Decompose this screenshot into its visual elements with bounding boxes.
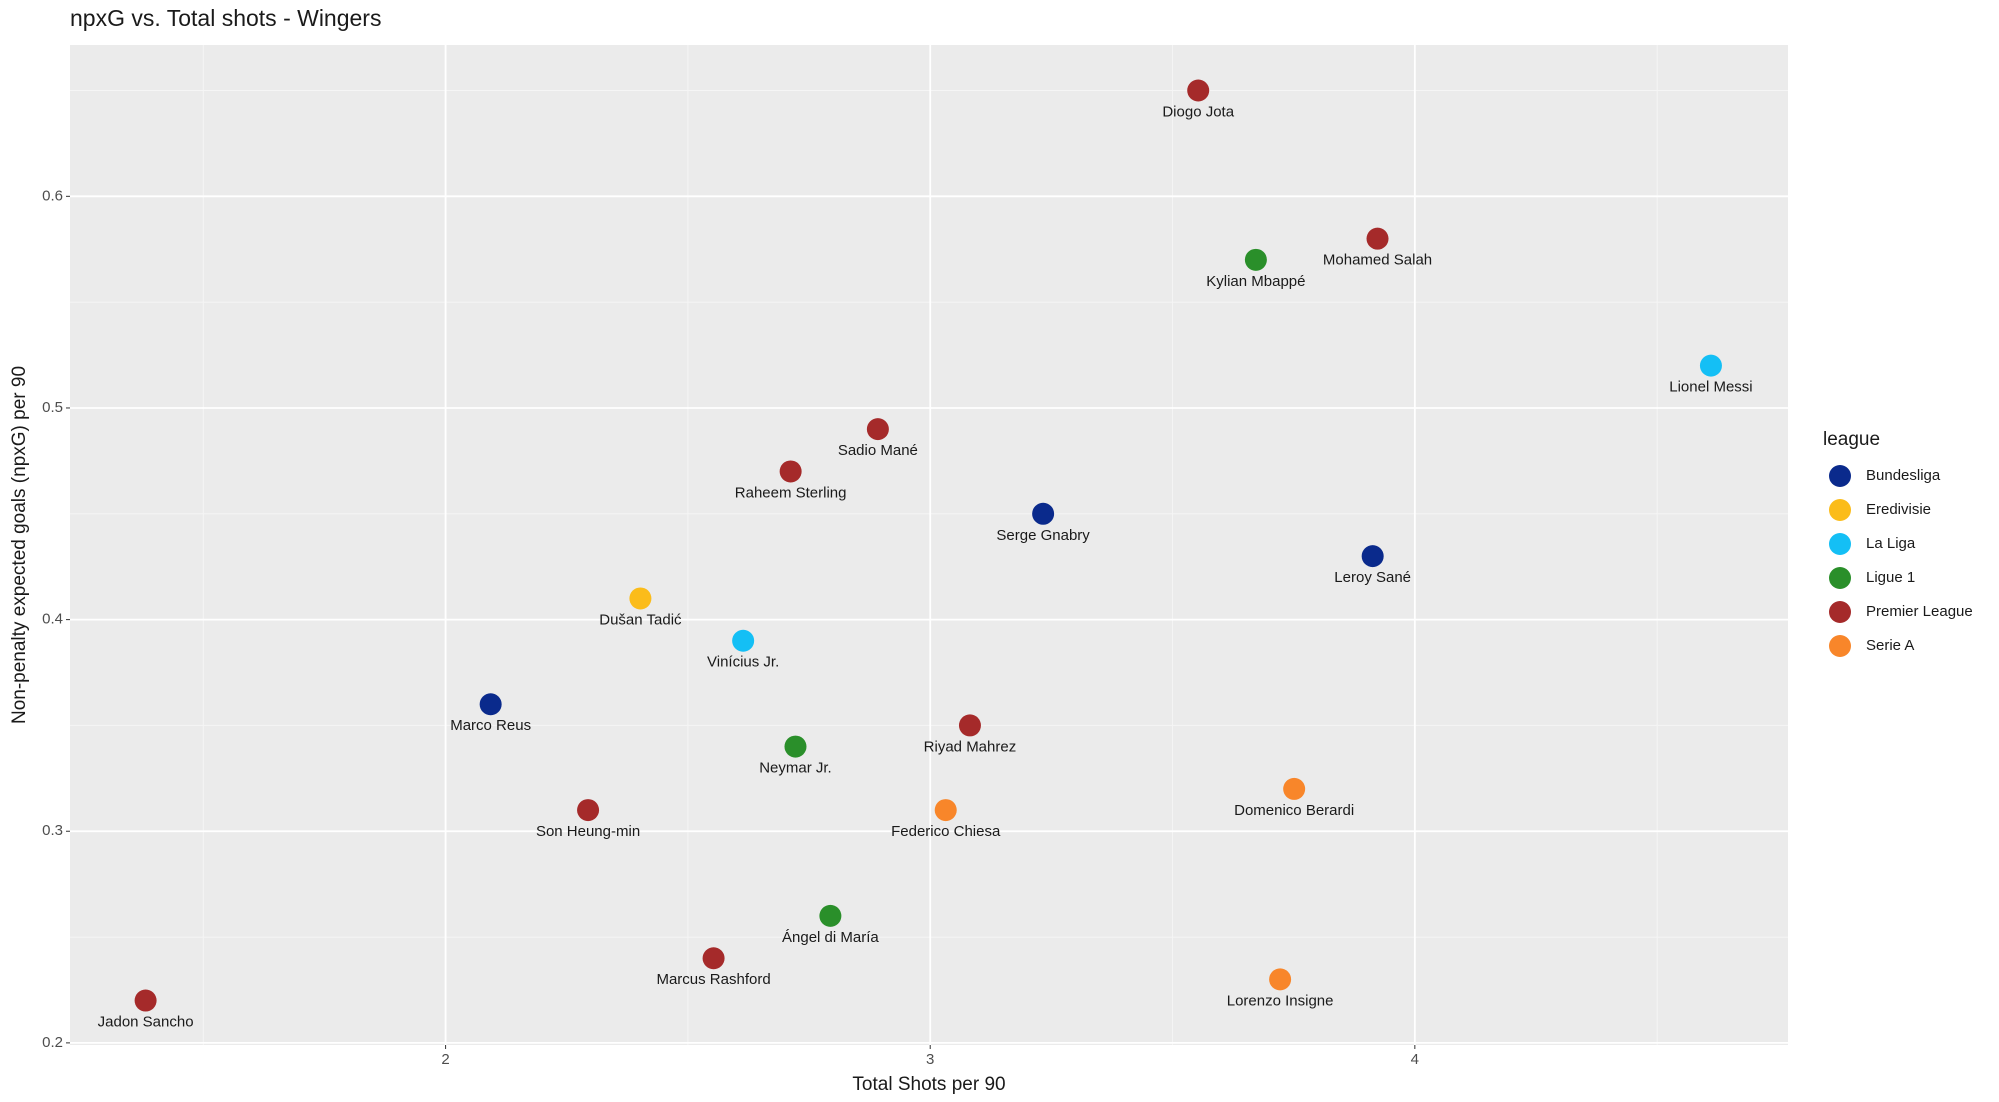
point-label: Riyad Mahrez xyxy=(924,738,1017,755)
x-tick-label: 2 xyxy=(441,1051,449,1068)
y-tick-label: 0.4 xyxy=(42,611,63,628)
point-label: Marco Reus xyxy=(450,717,531,734)
legend-label: Eredivisie xyxy=(1866,501,1931,518)
point-label: Neymar Jr. xyxy=(759,760,832,777)
point xyxy=(819,904,842,927)
point-label: Lorenzo Insigne xyxy=(1227,992,1334,1009)
legend-label: La Liga xyxy=(1866,535,1916,552)
legend-title: league xyxy=(1823,429,1880,450)
x-tick-label: 4 xyxy=(1411,1051,1419,1068)
point xyxy=(577,799,600,822)
point xyxy=(1032,502,1055,525)
point xyxy=(934,799,957,822)
point xyxy=(1366,227,1389,250)
point xyxy=(1244,248,1267,271)
point-label: Ángel di María xyxy=(782,929,879,946)
chart-title: npxG vs. Total shots - Wingers xyxy=(70,5,381,31)
x-axis-title: Total Shots per 90 xyxy=(852,1074,1005,1095)
point xyxy=(1269,968,1292,991)
point-label: Federico Chiesa xyxy=(891,823,1001,840)
point xyxy=(1283,777,1306,800)
point xyxy=(134,989,157,1012)
legend-label: Serie A xyxy=(1866,637,1914,654)
legend-swatch xyxy=(1829,499,1851,521)
point xyxy=(732,629,755,652)
point-label: Jadon Sancho xyxy=(98,1014,194,1031)
panel xyxy=(70,45,1788,1045)
x-tick-label: 3 xyxy=(926,1051,934,1068)
point-label: Serge Gnabry xyxy=(996,527,1090,544)
legend-label: Premier League xyxy=(1866,603,1973,620)
point xyxy=(958,714,981,737)
point-label: Sadio Mané xyxy=(838,442,918,459)
point-label: Kylian Mbappé xyxy=(1206,273,1305,290)
y-tick-label: 0.3 xyxy=(42,822,63,839)
point-label: Mohamed Salah xyxy=(1323,252,1432,269)
legend-swatch xyxy=(1829,465,1851,487)
point-label: Leroy Sané xyxy=(1334,569,1411,586)
y-tick-label: 0.6 xyxy=(42,187,63,204)
point-label: Lionel Messi xyxy=(1669,379,1752,396)
legend-swatch xyxy=(1829,533,1851,555)
point-label: Dušan Tadić xyxy=(599,611,682,628)
point xyxy=(479,693,502,716)
point xyxy=(784,735,807,758)
point-label: Vinícius Jr. xyxy=(707,654,779,671)
point-label: Son Heung-min xyxy=(536,823,640,840)
y-tick-label: 0.5 xyxy=(42,399,63,416)
point xyxy=(866,418,889,441)
point xyxy=(1187,79,1210,102)
point-label: Domenico Berardi xyxy=(1234,802,1354,819)
y-axis-title: Non-penalty expected goals (npxG) per 90 xyxy=(9,366,30,724)
point xyxy=(629,587,652,610)
legend-swatch xyxy=(1829,601,1851,623)
point xyxy=(779,460,802,483)
legend-label: Ligue 1 xyxy=(1866,569,1915,586)
legend-swatch xyxy=(1829,567,1851,589)
legend-swatch xyxy=(1829,635,1851,657)
point xyxy=(1361,545,1384,568)
point xyxy=(1699,354,1722,377)
point xyxy=(702,947,725,970)
y-tick-label: 0.2 xyxy=(42,1034,63,1051)
point-label: Marcus Rashford xyxy=(656,971,770,988)
point-label: Diogo Jota xyxy=(1162,103,1234,120)
point-label: Raheem Sterling xyxy=(735,484,847,501)
legend-label: Bundesliga xyxy=(1866,467,1941,484)
